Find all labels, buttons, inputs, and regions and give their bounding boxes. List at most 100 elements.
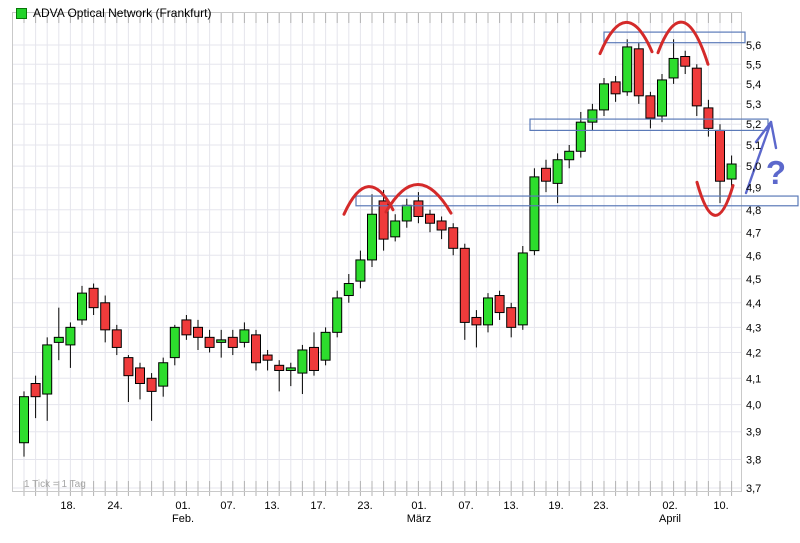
candle-body [494, 295, 505, 314]
y-axis-label: 5,3 [746, 99, 761, 111]
candle-body [146, 377, 157, 392]
candle-body [506, 307, 517, 328]
candle-body [274, 364, 285, 371]
candle-down [309, 332, 319, 376]
y-axis-label: 4,7 [746, 227, 761, 239]
candle-down [715, 124, 725, 204]
y-axis-label: 3,8 [746, 454, 761, 466]
candle-body [564, 150, 575, 161]
candle-up [65, 322, 76, 368]
y-axis-label: 4,2 [746, 348, 761, 360]
candle-body [65, 326, 76, 346]
candle-up [297, 344, 308, 395]
candle-up [390, 214, 401, 242]
y-axis-label: 4,0 [746, 400, 761, 412]
x-axis-month-label: April [659, 513, 681, 525]
candle-up [158, 357, 169, 397]
candle-up [42, 337, 53, 421]
candle-body [401, 204, 412, 222]
double-top-2-arc-a [598, 21, 654, 56]
candle-body [633, 48, 644, 97]
y-axis-label: 5,5 [746, 59, 761, 71]
y-axis-label: 5,4 [746, 79, 761, 91]
candle-down [100, 295, 111, 343]
y-axis-label: 4,8 [746, 205, 761, 217]
candle-up [355, 250, 366, 289]
y-axis-label: 4,5 [746, 274, 761, 286]
candle-body [111, 329, 122, 348]
candle-body [227, 336, 238, 348]
candle-body [251, 334, 261, 364]
candle-down [88, 283, 99, 316]
x-axis-day-label: 23. [593, 500, 608, 512]
candle-up [285, 362, 296, 387]
candle-body [123, 357, 134, 377]
candle-up [668, 39, 679, 84]
question-mark: ? [766, 154, 786, 191]
candle-body [181, 319, 192, 336]
candle-body [262, 354, 273, 361]
candle-body [77, 292, 87, 321]
candle-down [181, 315, 192, 340]
candle-body [726, 163, 737, 180]
y-axis-label: 3,7 [746, 483, 761, 495]
y-axis-label: 4,3 [746, 322, 761, 334]
candle-down [146, 373, 157, 421]
candle-up [216, 329, 227, 358]
candle-body [239, 329, 250, 343]
candle-body [413, 200, 424, 217]
candle-up [564, 144, 575, 169]
candle-up [169, 324, 180, 366]
candle-body [529, 176, 540, 252]
x-axis-day-label: 23. [357, 500, 372, 512]
double-top-1-arc-a [342, 185, 395, 216]
candle-down [680, 50, 691, 75]
candle-body [599, 83, 609, 111]
candle-body [715, 129, 725, 182]
x-axis-month-label: Feb. [172, 513, 194, 525]
x-axis-month-label: März [407, 513, 431, 525]
candle-body [378, 200, 389, 240]
candle-down [494, 290, 505, 320]
candle-body [436, 220, 447, 231]
candles [19, 39, 737, 457]
candle-down [413, 192, 424, 224]
candle-down [111, 324, 122, 356]
tick-scale-note: 1 Tick = 1 Tag [24, 479, 86, 490]
candle-body [645, 95, 656, 119]
y-axis-label: 4,6 [746, 250, 761, 262]
candle-body [309, 346, 319, 371]
candle-up [239, 322, 250, 348]
chart-legend: ADVA Optical Network (Frankfurt) [16, 6, 212, 20]
candle-body [367, 213, 377, 261]
x-axis-day-label: 19. [548, 500, 563, 512]
candle-body [691, 67, 702, 107]
candle-body [158, 362, 169, 387]
candle-down [227, 329, 238, 356]
candle-up [483, 293, 493, 333]
candle-body [42, 344, 53, 395]
x-axis-day-label: 10. [713, 500, 728, 512]
candle-body [541, 167, 551, 182]
candle-body [517, 252, 528, 326]
arrow-head [754, 120, 778, 150]
y-axis-label: 4,4 [746, 298, 761, 310]
y-axis-label: 5,6 [746, 40, 761, 52]
candle-up [552, 153, 563, 204]
x-axis-day-label: 24. [107, 500, 122, 512]
candle-up [517, 246, 528, 330]
candle-down [378, 189, 389, 251]
candle-body [471, 316, 482, 326]
candle-body [703, 107, 714, 129]
candle-body [88, 287, 99, 309]
candle-up [622, 39, 633, 96]
day-tickmarks [23, 12, 733, 496]
candle-down [30, 375, 41, 419]
x-axis-day-label: 13. [264, 500, 279, 512]
candle-body [390, 220, 401, 238]
candle-body [320, 331, 331, 361]
x-axis-day-label: 01. [175, 500, 190, 512]
candle-body [169, 326, 180, 359]
candle-down [703, 99, 714, 137]
